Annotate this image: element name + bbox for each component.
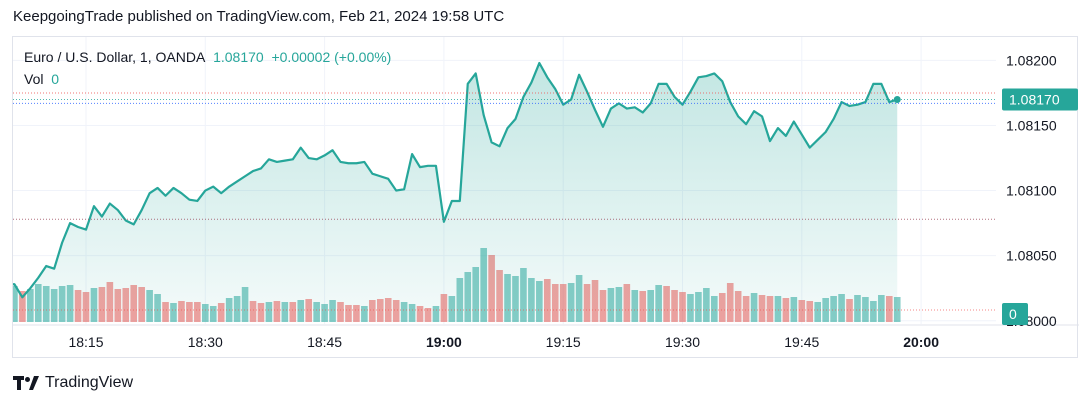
time-axis-label: 18:15 [68, 334, 103, 350]
publication-info: KeepgoingTrade published on TradingView.… [13, 8, 505, 25]
chart-legend: Euro / U.S. Dollar, 1, OANDA 1.08170 +0.… [24, 46, 391, 90]
price-change-value: +0.00002 (+0.00%) [271, 49, 392, 65]
legend-row-price: Euro / U.S. Dollar, 1, OANDA 1.08170 +0.… [24, 46, 391, 68]
price-chart[interactable]: 1.082001.081501.081001.080501.080001.081… [13, 37, 1079, 359]
tradingview-logo-icon [13, 376, 39, 390]
last-price-dot [893, 95, 901, 103]
legend-row-volume: Vol 0 [24, 68, 391, 90]
symbol-description[interactable]: Euro / U.S. Dollar, 1, OANDA [24, 49, 206, 65]
last-price-badge-label: 1.08170 [1009, 91, 1060, 107]
time-axis-label: 18:45 [307, 334, 342, 350]
price-axis-label: 1.08150 [1006, 117, 1057, 133]
volume-label[interactable]: Vol [24, 71, 44, 87]
price-area-fill [13, 63, 898, 322]
price-axis-label: 1.08100 [1006, 183, 1057, 199]
brand-name: TradingView [45, 374, 134, 391]
chart-pane[interactable]: 1.08200 1.08150 1.08100 1.08050 1.08000 1.081… [12, 36, 1079, 359]
tradingview-brand[interactable]: TradingView [13, 374, 133, 392]
time-axis-label: 19:15 [546, 334, 581, 350]
volume-badge [1002, 303, 1028, 325]
time-axis-label: 19:45 [784, 334, 819, 350]
price-axis-label: 1.08050 [1006, 248, 1057, 264]
volume-value: 0 [51, 71, 60, 87]
last-price-badge [1002, 88, 1078, 111]
time-axis-label: 19:00 [426, 334, 462, 350]
time-axis-label: 18:30 [188, 334, 223, 350]
time-axis-label: 20:00 [903, 334, 939, 350]
price-line[interactable] [13, 61, 898, 299]
price-axis-label: 1.08200 [1006, 52, 1057, 68]
time-axis-label: 19:30 [665, 334, 700, 350]
last-price-value: 1.08170 [213, 49, 264, 65]
volume-badge-label: 0 [1009, 306, 1017, 322]
